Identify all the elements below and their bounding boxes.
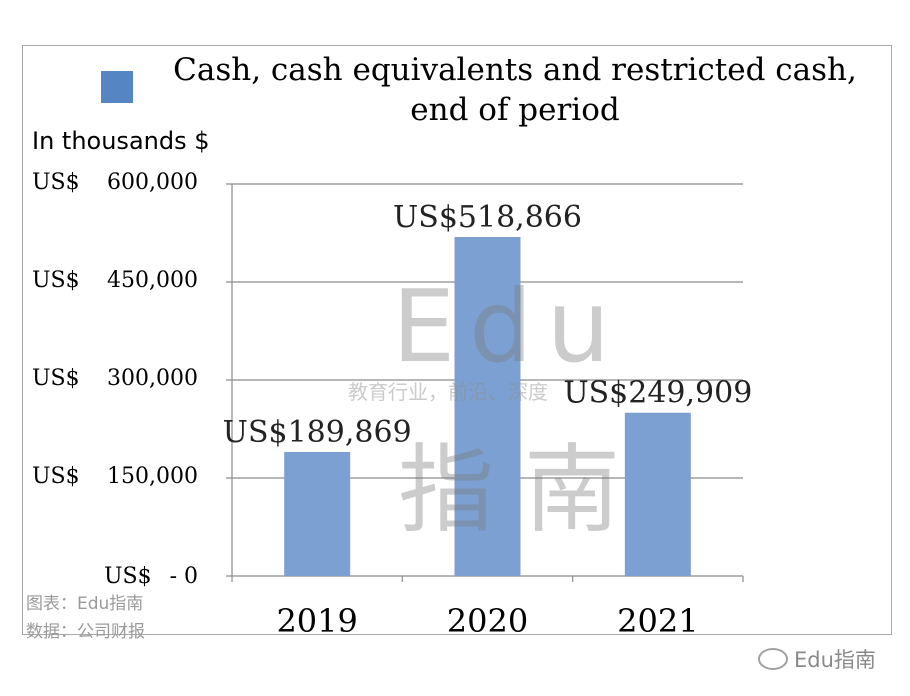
bar-2021 [624,412,691,576]
wechat-icon [758,648,788,670]
y-tick-label: US$ 150,000 [32,464,198,492]
data-label-2021: US$249,909 [563,376,752,411]
category-label-2021: 2021 [617,602,698,640]
data-label-2020: US$518,866 [393,200,582,235]
y-tick-currency: US$ [104,564,152,589]
y-tick-currency: US$ [32,268,80,293]
y-tick-label: US$ 300,000 [32,366,198,394]
chart-source-note: 图表：Edu指南 [26,594,144,614]
bar-2019 [284,451,351,576]
category-label-2020: 2020 [447,602,528,640]
y-tick-label: US$ 450,000 [32,268,198,296]
y-tick-label: US$ - 0 [104,564,198,592]
data-label-2019: US$189,869 [223,415,412,450]
y-tick-value: 300,000 [107,366,198,391]
y-tick-currency: US$ [32,464,80,489]
bar-2020 [454,237,521,576]
legend-swatch [101,71,133,103]
y-tick-currency: US$ [32,366,80,391]
y-tick-value: 600,000 [107,170,198,195]
y-tick-value: 450,000 [107,268,198,293]
chart-title: Cash, cash equivalents and restricted ca… [173,52,857,128]
data-source-note: 数据：公司财报 [26,622,145,642]
y-tick-currency: US$ [32,170,80,195]
unit-label: In thousands $ [32,127,210,155]
y-tick-value: 150,000 [107,464,198,489]
footer-account: Edu指南 [794,648,876,672]
footer-brand: Edu指南 [758,644,876,674]
y-tick-value: - 0 [169,564,198,589]
y-tick-label: US$ 600,000 [32,170,198,198]
chart-frame [22,45,892,635]
category-label-2019: 2019 [276,602,357,640]
